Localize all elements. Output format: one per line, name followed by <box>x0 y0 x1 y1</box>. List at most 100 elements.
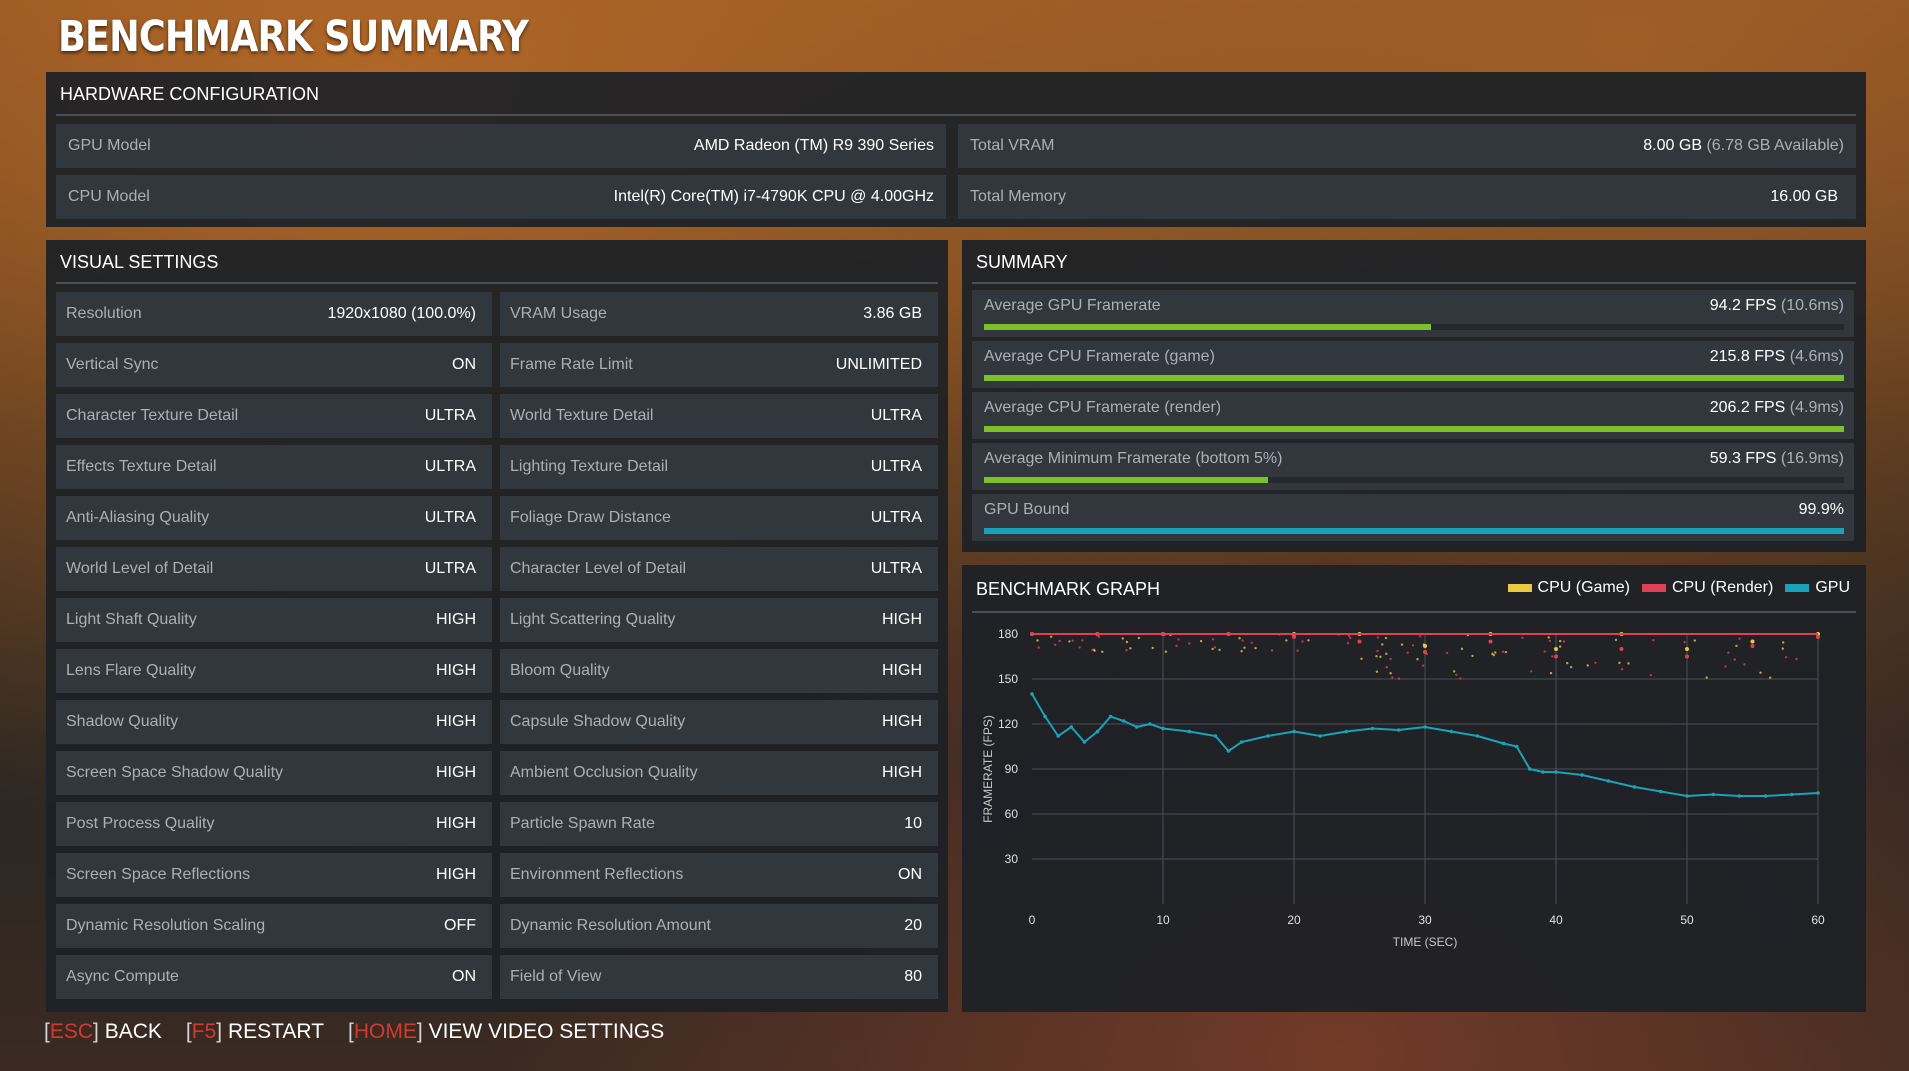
series-gpu-point <box>1541 770 1545 774</box>
series-cpu-game-point <box>1400 643 1404 646</box>
setting-row: Lens Flare Quality HIGH <box>56 649 492 693</box>
series-cpu-render-point <box>1445 651 1449 655</box>
series-cpu-render-point <box>1078 646 1081 649</box>
view-video-settings-label: VIEW VIDEO SETTINGS <box>428 1020 665 1043</box>
series-cpu-render-point <box>1290 633 1294 636</box>
total-memory-label: Total Memory <box>970 188 1067 205</box>
series-gpu-point <box>1148 722 1152 726</box>
setting-row: Frame Rate Limit UNLIMITED <box>500 343 938 387</box>
restart-button[interactable]: [F5] RESTART <box>185 1020 325 1043</box>
series-cpu-render-point <box>1743 663 1746 666</box>
series-cpu-render-point <box>1551 655 1554 658</box>
series-cpu-game-point <box>1218 648 1221 652</box>
series-cpu-render-point <box>1091 648 1094 652</box>
series-cpu-render-point <box>1652 638 1655 642</box>
setting-label: Vertical Sync <box>66 356 159 373</box>
setting-value: HIGH <box>436 866 476 883</box>
setting-label: Light Shaft Quality <box>66 611 197 628</box>
series-cpu-render-point <box>1419 635 1422 638</box>
view-video-settings-button[interactable]: [HOME] VIEW VIDEO SETTINGS <box>348 1020 665 1043</box>
series-cpu-game-point <box>1093 649 1096 652</box>
summary-value-group: 94.2 FPS (10.6ms) <box>1710 297 1844 315</box>
series-cpu-render-point <box>1594 661 1597 664</box>
series-cpu-render-point <box>1619 647 1624 651</box>
restart-label: RESTART <box>227 1020 325 1043</box>
series-cpu-render-point <box>1347 634 1351 638</box>
gpu-model-value: AMD Radeon (TM) R9 390 Series <box>693 137 934 154</box>
series-cpu-render-point <box>1406 651 1409 654</box>
series-gpu-point <box>1816 791 1820 795</box>
series-gpu-point <box>1056 734 1060 738</box>
divider <box>56 114 1856 116</box>
series-cpu-render-point <box>1738 637 1741 640</box>
x-tick-label: 20 <box>1287 913 1301 927</box>
series-cpu-game-point <box>1238 637 1241 640</box>
series-cpu-game-point <box>1101 650 1104 654</box>
setting-label: VRAM Usage <box>510 305 607 322</box>
series-cpu-game-point <box>1685 647 1689 651</box>
back-button[interactable]: [ESC] BACK <box>44 1020 162 1043</box>
series-gpu-point <box>1161 726 1165 731</box>
series-cpu-render-point <box>1213 646 1217 649</box>
series-gpu-point <box>1763 794 1768 798</box>
gpu-model-row: GPU Model AMD Radeon (TM) R9 390 Series <box>56 124 946 168</box>
summary-value: 59.3 FPS <box>1709 450 1777 467</box>
setting-row: Resolution 1920x1080 (100.0%) <box>56 292 492 336</box>
summary-bar-track <box>984 528 1844 534</box>
gpu-model-label: GPU Model <box>68 137 151 154</box>
series-cpu-game-point <box>1036 639 1039 642</box>
series-cpu-game-point <box>1416 658 1419 661</box>
series-cpu-game-point <box>1554 647 1558 651</box>
series-cpu-game-point <box>1452 670 1456 673</box>
legend-swatch <box>1641 584 1666 592</box>
setting-value: HIGH <box>882 764 922 781</box>
setting-value: OFF <box>444 917 476 934</box>
summary-row: Average CPU Framerate (render) 206.2 FPS … <box>972 392 1854 439</box>
series-cpu-game-point <box>1494 651 1497 654</box>
series-gpu-point <box>1030 692 1034 696</box>
y-tick-label: 30 <box>1005 852 1019 866</box>
series-gpu-point <box>1685 794 1689 798</box>
setting-row: Dynamic Resolution Amount 20 <box>500 904 938 948</box>
series-gpu-point <box>1423 725 1427 729</box>
setting-row: World Texture Detail ULTRA <box>500 394 938 438</box>
graph-heading: BENCHMARK GRAPH <box>976 579 1161 599</box>
series-cpu-game-point <box>1693 639 1696 642</box>
summary-value-group: 206.2 FPS (4.9ms) <box>1710 399 1844 417</box>
visual-settings-heading: VISUAL SETTINGS <box>60 252 219 272</box>
series-cpu-game-point <box>1129 647 1132 650</box>
series-cpu-game-point <box>1125 640 1129 644</box>
summary-label: Average Minimum Framerate (bottom 5%) <box>984 450 1283 467</box>
series-cpu-game-point <box>1558 645 1562 648</box>
series-gpu-point <box>1397 728 1401 732</box>
footer-controls: [ESC] BACK [F5] RESTART [HOME] VIEW VIDE… <box>44 1020 664 1044</box>
setting-row: VRAM Usage 3.86 GB <box>500 292 938 336</box>
setting-label: Light Scattering Quality <box>510 611 676 628</box>
summary-bar-fill <box>984 375 1844 381</box>
series-cpu-game-point <box>1492 653 1495 657</box>
cpu-model-row: CPU Model Intel(R) Core(TM) i7-4790K CPU… <box>56 175 946 219</box>
setting-label: Screen Space Shadow Quality <box>66 764 284 781</box>
y-tick-label: 180 <box>998 627 1018 641</box>
setting-label: Frame Rate Limit <box>510 356 633 373</box>
series-cpu-render-point <box>1301 640 1304 643</box>
setting-value: HIGH <box>882 611 922 628</box>
setting-row: Anti-Aliasing Quality ULTRA <box>56 496 492 540</box>
series-cpu-game-point <box>1618 661 1621 665</box>
series-cpu-render-point <box>1459 677 1462 680</box>
setting-value: 3.86 GB <box>863 305 922 322</box>
setting-label: Character Level of Detail <box>510 560 687 577</box>
series-cpu-render-point <box>1530 670 1533 673</box>
series-cpu-render-point <box>1188 642 1191 645</box>
summary-value: 99.9% <box>1798 501 1844 518</box>
series-cpu-render-point <box>1727 651 1730 654</box>
series-gpu-point <box>1449 729 1453 734</box>
setting-label: Effects Texture Detail <box>66 458 217 475</box>
series-cpu-game-point <box>1285 639 1288 642</box>
series-gpu-point <box>1737 794 1742 798</box>
series-cpu-render-point <box>1030 632 1034 636</box>
summary-value: 94.2 FPS <box>1709 297 1777 314</box>
series-cpu-render-point <box>1784 655 1788 659</box>
summary-value: 206.2 FPS <box>1709 399 1786 416</box>
series-cpu-game-point <box>1240 650 1243 653</box>
